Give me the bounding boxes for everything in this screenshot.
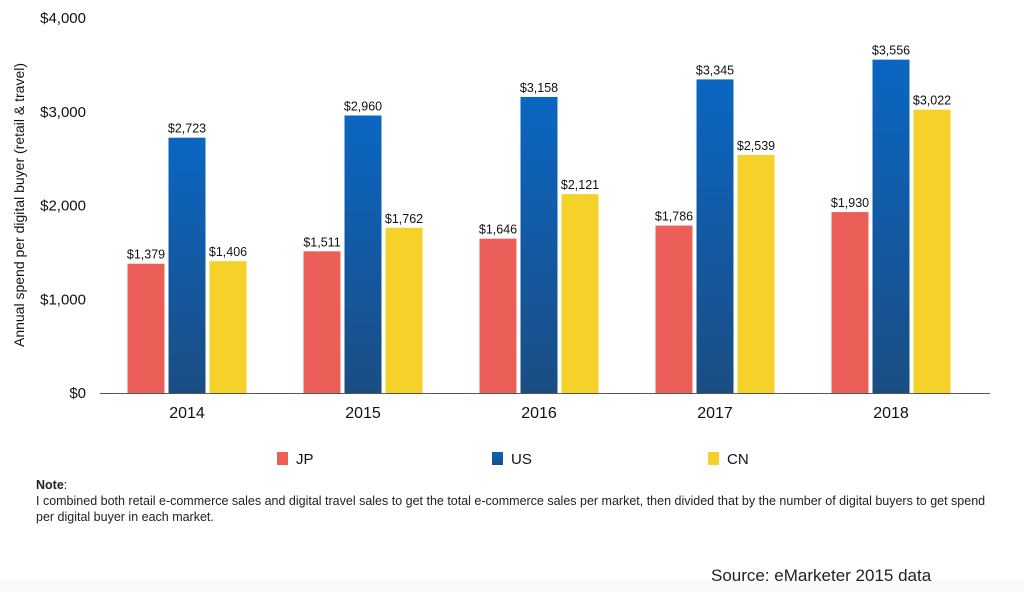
data-label: $3,158 (520, 81, 558, 95)
data-label: $2,121 (561, 178, 599, 192)
x-tick-label: 2015 (345, 405, 381, 422)
x-tick-label: 2018 (873, 405, 909, 422)
note-text: I combined both retail e-commerce sales … (36, 494, 986, 524)
bar-jp-2016 (479, 238, 517, 393)
note: Note: I combined both retail e-commerce … (36, 477, 996, 525)
note-heading: Note (36, 478, 64, 492)
x-tick-label: 2014 (169, 405, 205, 422)
data-label: $3,022 (913, 94, 951, 108)
bar-chart: $1,379 $2,723 $1,406 $1,511 $2,960 $1,762 $1,6… (11, 10, 990, 468)
legend-swatch-us (492, 452, 503, 465)
data-label: $2,539 (737, 139, 775, 153)
data-label: $1,762 (385, 212, 423, 226)
data-label: $3,556 (872, 44, 910, 58)
y-tick-label: $0 (69, 385, 86, 402)
data-label: $1,786 (655, 210, 693, 224)
legend-label-cn: CN (727, 451, 749, 468)
legend-swatch-jp (277, 452, 288, 465)
bar-cn-2014 (209, 261, 247, 393)
bar-us-2018 (872, 59, 910, 393)
source-text: Source: eMarketer 2015 data (711, 566, 932, 585)
data-label: $1,379 (127, 248, 165, 262)
data-label: $1,646 (479, 223, 517, 237)
bar-cn-2018 (913, 109, 951, 393)
y-axis-label: Annual spend per digital buyer (retail &… (11, 63, 27, 347)
bar-us-2014 (168, 137, 206, 393)
x-tick-label: 2017 (697, 405, 733, 422)
bar-cn-2017 (737, 154, 775, 393)
data-label: $3,345 (696, 63, 734, 77)
bar-cn-2015 (385, 227, 423, 393)
y-tick-label: $2,000 (40, 198, 86, 215)
data-label: $2,960 (344, 100, 382, 114)
x-tick-label: 2016 (521, 405, 557, 422)
legend-label-us: US (511, 451, 532, 468)
bar-jp-2014 (127, 263, 165, 393)
legend-swatch-cn (708, 452, 719, 465)
data-label: $2,723 (168, 122, 206, 136)
bar-jp-2017 (655, 225, 693, 393)
data-label: $1,930 (831, 196, 869, 210)
bar-jp-2018 (831, 212, 869, 393)
y-tick-label: $1,000 (40, 291, 86, 308)
footer-band (0, 580, 1024, 592)
data-label: $1,511 (303, 235, 340, 249)
bar-us-2015 (344, 115, 382, 393)
data-label: $1,406 (209, 245, 247, 259)
legend-label-jp: JP (296, 451, 314, 468)
y-tick-label: $3,000 (40, 104, 86, 121)
y-tick-label: $4,000 (40, 10, 86, 27)
bar-cn-2016 (561, 194, 599, 393)
bar-jp-2015 (303, 251, 341, 393)
bar-us-2017 (696, 79, 734, 393)
bar-us-2016 (520, 96, 558, 393)
